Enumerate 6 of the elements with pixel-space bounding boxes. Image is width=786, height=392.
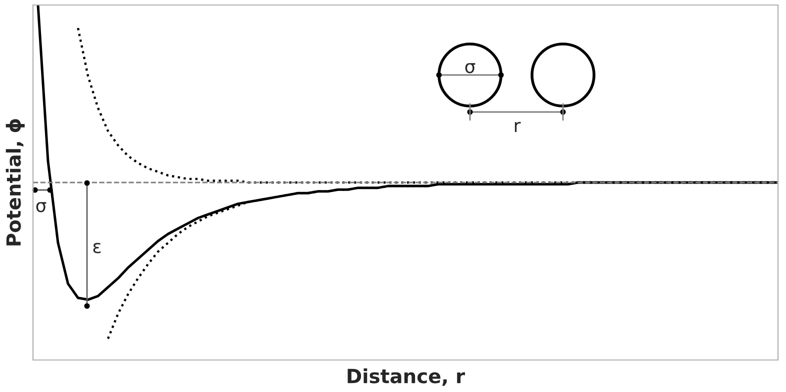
annotation: r bbox=[514, 122, 521, 132]
annotation: ε bbox=[93, 242, 101, 254]
x-axis-title: Distance, r bbox=[348, 368, 465, 386]
annotation: σ bbox=[465, 63, 476, 74]
annotation: σ bbox=[36, 202, 46, 212]
y-axis-title: Potential, ϕ bbox=[6, 119, 25, 246]
